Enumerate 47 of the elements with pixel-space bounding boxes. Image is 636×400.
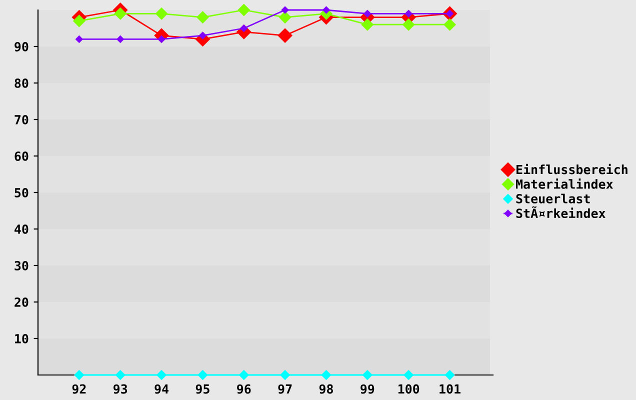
- x-tick-label: 93: [114, 384, 128, 394]
- y-tick-label: 70: [14, 114, 28, 124]
- point: [361, 18, 374, 31]
- point: [279, 11, 292, 24]
- x-tick-label: 101: [440, 384, 460, 394]
- point: [156, 370, 166, 380]
- legend-label: Materialindex: [516, 178, 613, 189]
- point: [116, 36, 124, 43]
- y-tick-label: 60: [14, 151, 28, 161]
- point: [281, 6, 289, 14]
- point: [73, 14, 86, 27]
- point: [362, 370, 372, 380]
- point: [196, 11, 209, 24]
- legend-label: Einflussbereich: [516, 164, 628, 174]
- point: [321, 370, 332, 380]
- y-tick-label: 80: [14, 78, 28, 88]
- point: [74, 370, 84, 380]
- y-tick-label: 30: [14, 260, 28, 270]
- point: [444, 18, 456, 31]
- point: [444, 370, 455, 380]
- point: [156, 8, 168, 20]
- y-tick-label: 40: [14, 224, 28, 234]
- point: [116, 370, 126, 380]
- y-tick-label: 50: [14, 188, 28, 198]
- legend-label: StÃ¤rkeindex: [516, 206, 606, 218]
- x-tick-label: 99: [360, 384, 374, 394]
- point: [280, 370, 290, 380]
- point: [238, 4, 250, 16]
- y-tick-label: 90: [14, 42, 28, 52]
- x-tick-label: 98: [319, 384, 333, 394]
- point: [76, 36, 83, 43]
- x-tick-label: 94: [154, 384, 168, 394]
- y-tick-label: 10: [15, 334, 28, 344]
- x-tick-label: 92: [72, 384, 86, 394]
- point: [198, 370, 208, 380]
- x-tick-label: 95: [196, 384, 210, 394]
- x-tick-label: 96: [237, 384, 251, 394]
- legend-label: Steuerlast: [516, 194, 590, 204]
- point: [404, 370, 414, 380]
- point: [278, 28, 292, 43]
- x-tick-label: 97: [278, 384, 292, 394]
- point: [239, 370, 249, 380]
- x-tick-label: 100: [398, 384, 420, 394]
- point: [114, 8, 126, 20]
- point: [402, 18, 415, 31]
- point: [322, 6, 330, 14]
- y-tick-label: 20: [14, 297, 28, 307]
